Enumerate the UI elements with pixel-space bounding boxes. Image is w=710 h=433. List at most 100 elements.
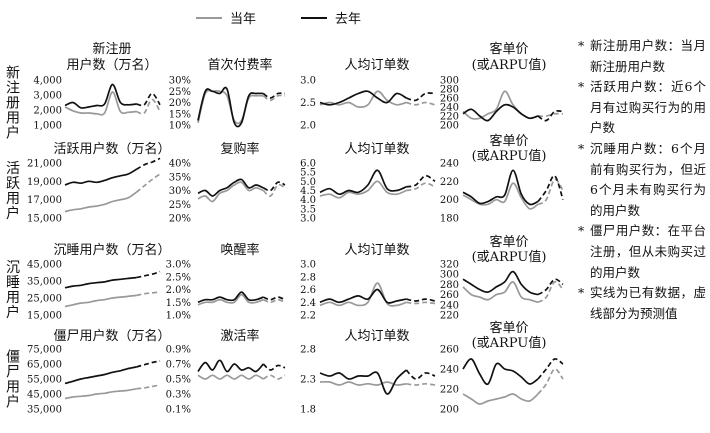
series-line-actual xyxy=(462,281,539,304)
series-line-forecast xyxy=(406,382,436,386)
panel-title: (或ARPU值) xyxy=(472,249,547,265)
series-line-actual xyxy=(197,178,264,197)
ytick-label: 19,000 xyxy=(27,177,62,188)
panel-title: 人均订单数 xyxy=(344,243,409,258)
series-line-actual xyxy=(197,374,264,380)
ylabel-char: 用 xyxy=(6,290,20,306)
ytick-label: 2,000 xyxy=(33,106,62,117)
panel-r0c2: 人均订单数 2.0 2.5 3.0 xyxy=(300,58,436,132)
series-line-forecast xyxy=(262,298,286,304)
ytick-label: 17,000 xyxy=(27,195,62,206)
series-line-forecast xyxy=(537,368,564,395)
ytick-label: 2.0% xyxy=(166,285,191,296)
note-text: 活跃用户数：近6个月有过购买行为的用户数 xyxy=(590,79,706,136)
panel-r2c0: 沉睡用户数（万名） 沉睡用户 15,000 25,000 35,000 45,000 xyxy=(6,242,171,322)
ytick-label: 45,000 xyxy=(27,260,62,271)
ytick-label: 5.0 xyxy=(300,177,316,188)
ytick-label: 260 xyxy=(440,290,459,301)
ytick-label: 0.3% xyxy=(166,390,191,401)
ytick-label: 180 xyxy=(440,214,459,225)
note-bullet: * xyxy=(578,79,585,95)
series-line-forecast xyxy=(406,182,436,192)
ytick-label: 300 xyxy=(440,76,459,87)
series-line-forecast xyxy=(405,369,436,380)
ytick-label: 200 xyxy=(440,195,459,206)
note-text: 实线为已有数据，虚线部分为预测值 xyxy=(590,285,706,321)
panel-title: 首次付费率 xyxy=(207,57,272,73)
series-line-actual xyxy=(64,191,137,213)
ytick-label: 3,000 xyxy=(33,91,62,102)
ytick-label: 1.0% xyxy=(166,311,191,322)
panel-title: 人均订单数 xyxy=(344,329,409,344)
ytick-label: 5.5 xyxy=(300,168,316,179)
series-line-forecast xyxy=(537,174,564,203)
series-line-forecast xyxy=(262,363,286,371)
panel-r3c0: 僵尸用户数（万名） 僵尸用户 35,000 45,000 55,000 65,000 75,… xyxy=(6,328,171,416)
series-line-actual xyxy=(462,182,539,210)
series-line-actual xyxy=(64,276,137,289)
series-line-forecast xyxy=(406,298,436,302)
ytick-label: 10% xyxy=(169,121,191,132)
series-line-forecast xyxy=(262,183,286,197)
ytick-label: 35% xyxy=(169,172,191,183)
panel-title: 唤醒率 xyxy=(220,242,259,258)
panel-r1c0: 活跃用户数（万名） 活跃用户 15,000 17,000 19,000 21,000 xyxy=(6,141,171,225)
ytick-label: 220 xyxy=(440,112,459,123)
series-line-forecast xyxy=(262,94,286,102)
ytick-label: 1,000 xyxy=(33,121,62,132)
series-line-forecast xyxy=(537,278,564,296)
series-line-actual xyxy=(319,169,407,196)
ytick-label: 240 xyxy=(440,103,459,114)
ytick-label: 0.9% xyxy=(166,345,191,356)
ytick-label: 20% xyxy=(169,214,191,225)
series-line-actual xyxy=(319,380,407,386)
ytick-label: 45,000 xyxy=(27,390,62,401)
ytick-label: 40% xyxy=(169,159,191,170)
panel-title: 新注册 xyxy=(92,41,131,57)
series-line-actual xyxy=(64,168,137,186)
series-line-actual xyxy=(197,86,264,128)
ytick-label: 2.8 xyxy=(300,345,316,356)
ytick-label: 55,000 xyxy=(27,375,62,386)
panel-title: 用户数（万名） xyxy=(66,57,157,73)
note-bullet: * xyxy=(578,285,585,301)
series-line-actual xyxy=(319,90,407,106)
ylabel-char: 新 xyxy=(6,66,20,82)
series-line-forecast xyxy=(406,92,436,102)
ytick-label: 320 xyxy=(440,260,459,271)
note-text: 沉睡用户数：6个月前有购买行为，但近6个月未有购买行为的用户数 xyxy=(590,140,706,218)
series-line-actual xyxy=(64,83,137,109)
series-line-actual xyxy=(64,91,137,116)
series-line-actual xyxy=(197,291,264,304)
series-line-forecast xyxy=(136,291,161,297)
series-line-forecast xyxy=(135,173,161,193)
ylabel-char: 用 xyxy=(6,191,20,207)
ytick-label: 65,000 xyxy=(27,360,62,371)
ytick-label: 260 xyxy=(440,345,459,356)
ylabel-char: 户 xyxy=(6,125,20,142)
ytick-label: 6.0 xyxy=(300,159,316,170)
series-line-forecast xyxy=(537,178,564,206)
ytick-label: 25% xyxy=(169,87,191,98)
ytick-label: 21,000 xyxy=(27,159,62,170)
panel-title: 活跃用户数（万名） xyxy=(53,141,170,157)
ytick-label: 4,000 xyxy=(33,76,62,87)
panel-r2c1: 唤醒率 1.0% 1.5% 2.0% 2.5%3.0% xyxy=(166,242,286,322)
ytick-label: 25% xyxy=(169,200,191,211)
series-line-actual xyxy=(64,366,137,385)
ytick-label: 0.1% xyxy=(166,405,191,416)
ytick-label: 2.5% xyxy=(166,272,191,283)
series-line-actual xyxy=(197,181,264,203)
ytick-label: 3.0 xyxy=(300,260,316,271)
panel-title: 沉睡用户数（万名） xyxy=(53,242,170,258)
series-line-actual xyxy=(462,270,539,296)
ytick-label: 3.0 xyxy=(300,76,316,87)
series-line-actual xyxy=(319,369,407,395)
note-item: * 新注册用户数：当月新注册用户数 xyxy=(578,36,706,77)
ytick-label: 35,000 xyxy=(27,277,62,288)
panel-title: (或ARPU值) xyxy=(472,57,547,73)
panel-r2c2: 人均订单数 2.2 2.4 2.6 2.83.0 xyxy=(300,243,436,322)
